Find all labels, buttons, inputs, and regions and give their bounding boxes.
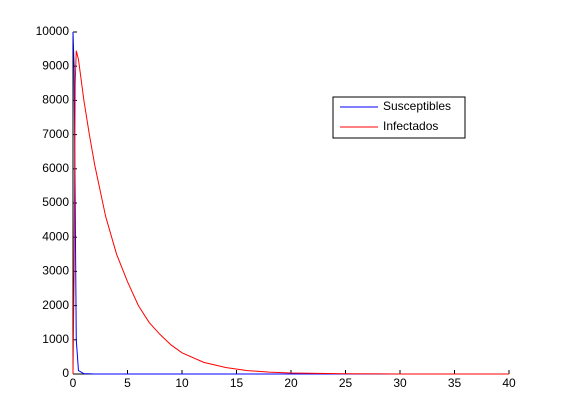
x-tick-label: 10 bbox=[175, 376, 189, 390]
y-tick-label: 3000 bbox=[42, 264, 69, 278]
y-tick-label: 1000 bbox=[42, 332, 69, 346]
y-tick-label: 5000 bbox=[42, 195, 69, 209]
x-tick-label: 25 bbox=[339, 376, 353, 390]
x-tick-label: 20 bbox=[284, 376, 298, 390]
y-tick-label: 6000 bbox=[42, 161, 69, 175]
y-tick-label: 0 bbox=[62, 366, 69, 380]
series-line bbox=[72, 50, 509, 375]
series-line bbox=[72, 32, 509, 375]
y-tick-label: 8000 bbox=[42, 93, 69, 107]
x-tick-label: 15 bbox=[230, 376, 244, 390]
x-tick-label: 5 bbox=[124, 376, 131, 390]
x-tick-label: 40 bbox=[502, 376, 516, 390]
legend-label: Susceptibles bbox=[383, 99, 451, 113]
legend-label: Infectados bbox=[383, 119, 438, 133]
y-tick-label: 4000 bbox=[42, 229, 69, 243]
legend-box bbox=[332, 96, 466, 139]
x-tick-label: 35 bbox=[448, 376, 462, 390]
x-tick-label: 30 bbox=[393, 376, 407, 390]
y-tick-label: 10000 bbox=[36, 24, 70, 38]
x-tick-label: 0 bbox=[70, 376, 77, 390]
y-tick-label: 7000 bbox=[42, 127, 69, 141]
y-tick-label: 9000 bbox=[42, 58, 69, 72]
y-tick-label: 2000 bbox=[42, 298, 69, 312]
